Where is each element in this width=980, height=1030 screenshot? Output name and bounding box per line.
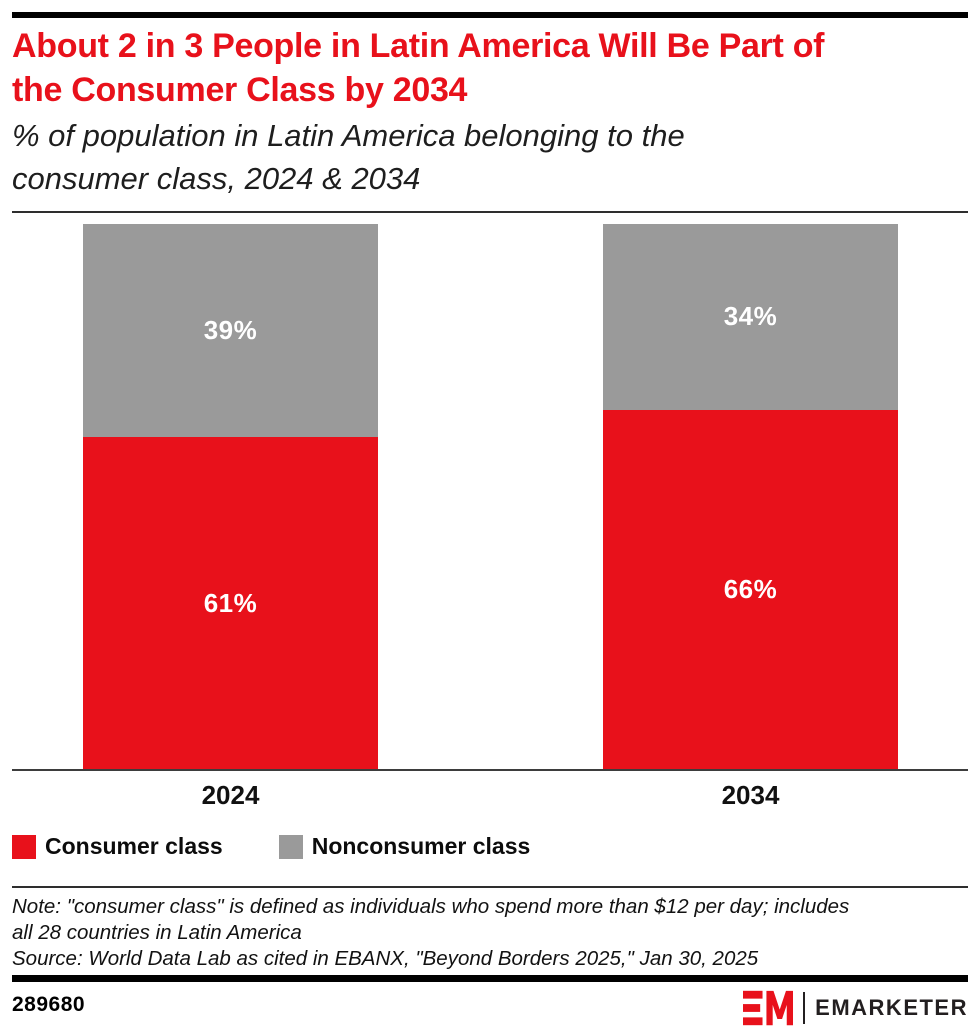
bar-value-label: 34% xyxy=(723,301,778,332)
chart-id: 289680 xyxy=(12,993,86,1016)
legend-item-consumer-class: Consumer class xyxy=(12,833,223,860)
em-monogram-icon xyxy=(743,990,794,1026)
chart-subtitle: % of population in Latin America belongi… xyxy=(12,114,968,200)
bar-value-label: 61% xyxy=(203,587,258,618)
x-axis-label-2034: 2034 xyxy=(721,780,780,810)
x-axis-label-2024: 2024 xyxy=(201,780,260,810)
footer-rule xyxy=(12,975,968,982)
logo-divider xyxy=(803,992,806,1024)
note-text-line-1: Note: "consumer class" is defined as ind… xyxy=(12,895,850,918)
plot-area: 39% 61% 34% 66% xyxy=(12,224,968,770)
note-text-line-2: all 28 countries in Latin America xyxy=(12,921,302,944)
bar-2024: 39% 61% xyxy=(83,224,378,770)
header-divider xyxy=(12,211,968,213)
source-text: Source: World Data Lab as cited in EBANX… xyxy=(12,947,759,970)
legend-swatch-consumer-class xyxy=(12,834,36,859)
notes-block: Note: "consumer class" is defined as ind… xyxy=(12,894,968,972)
legend-item-nonconsumer-class: Nonconsumer class xyxy=(278,833,531,860)
chart-title: About 2 in 3 People in Latin America Wil… xyxy=(12,24,968,112)
emarketer-wordmark: EMARKETER xyxy=(815,995,968,1020)
x-axis-labels: 2024 2034 xyxy=(12,780,968,812)
bar-segment-consumer-class: 66% xyxy=(603,409,898,770)
bar-value-label: 39% xyxy=(203,314,258,345)
x-axis-line xyxy=(12,769,968,771)
notes-divider xyxy=(12,886,968,888)
bar-segment-nonconsumer-class: 34% xyxy=(603,224,898,410)
bar-2034: 34% 66% xyxy=(603,224,898,770)
bar-segment-consumer-class: 61% xyxy=(83,436,378,770)
chart-subtitle-line-1: % of population in Latin America belongi… xyxy=(12,118,685,153)
emarketer-logo: EMARKETER xyxy=(743,990,968,1026)
bar-segment-nonconsumer-class: 39% xyxy=(83,224,378,437)
legend-label-consumer-class: Consumer class xyxy=(45,833,223,859)
chart-subtitle-line-2: consumer class, 2024 & 2034 xyxy=(12,161,421,196)
legend-label-nonconsumer-class: Nonconsumer class xyxy=(311,833,531,859)
top-rule xyxy=(12,12,968,18)
chart-title-line-2: the Consumer Class by 2034 xyxy=(12,71,468,109)
legend: Consumer class Nonconsumer class xyxy=(12,833,530,860)
bar-value-label: 66% xyxy=(723,574,778,605)
legend-swatch-nonconsumer-class xyxy=(278,834,303,859)
chart-title-line-1: About 2 in 3 People in Latin America Wil… xyxy=(12,27,825,65)
